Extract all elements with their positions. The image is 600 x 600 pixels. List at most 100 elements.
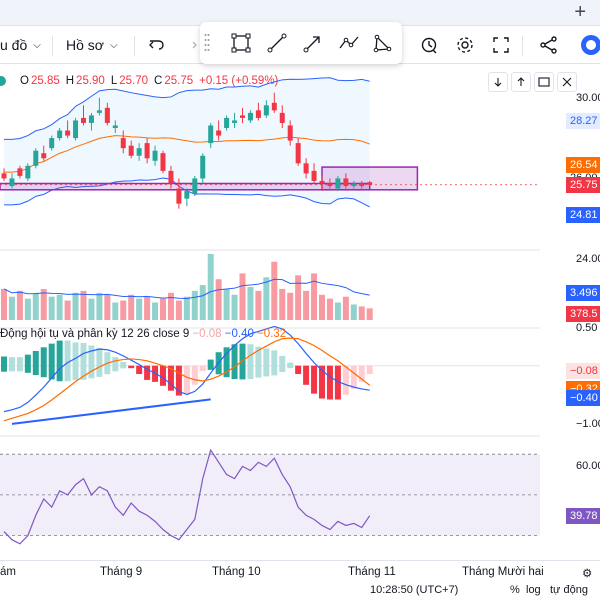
candle-body <box>120 138 126 149</box>
volume-bar <box>120 300 127 320</box>
arrow-down-icon[interactable] <box>488 72 508 92</box>
high-value: 25.90 <box>76 75 105 87</box>
volume-bar <box>1 288 7 320</box>
drag-handle-icon[interactable] <box>204 32 210 54</box>
alert-icon[interactable] <box>416 32 442 58</box>
chart-type-dropdown[interactable]: u đồ ⌵ <box>0 26 41 64</box>
macd-histogram-bar <box>56 340 63 382</box>
share-icon[interactable] <box>536 32 562 58</box>
undo-icon[interactable] <box>144 32 170 58</box>
legend-eye-icon[interactable] <box>0 76 6 86</box>
axis-label: 0.50 <box>576 322 598 334</box>
volume-bar <box>350 304 357 320</box>
time-label: Tháng 10 <box>212 566 261 578</box>
time-label: Tháng 9 <box>100 566 143 578</box>
candle-body <box>160 153 166 171</box>
time-label: ám <box>0 566 16 578</box>
macd-hist-value: −0.08 <box>192 328 222 340</box>
candle-body <box>112 125 118 128</box>
path-tool-icon[interactable] <box>336 30 362 56</box>
volume-bar <box>255 290 262 320</box>
chevron-down-icon: ⌵ <box>33 39 41 51</box>
volume-bar <box>311 273 318 320</box>
drawing-toolbar <box>200 22 402 64</box>
macd-signal-line <box>3 337 371 422</box>
candle-body <box>1 173 7 179</box>
fullscreen-icon[interactable] <box>488 32 514 58</box>
settings-gear-icon[interactable] <box>452 32 478 58</box>
log-toggle[interactable]: log <box>526 584 541 596</box>
volume-bar <box>64 300 71 320</box>
macd-histogram-bar <box>32 350 39 376</box>
price-axis-tag: 378.5 <box>566 306 600 322</box>
macd-histogram-bar <box>366 365 373 375</box>
volume-bar <box>366 308 373 320</box>
new-tab-button[interactable]: + <box>574 1 586 23</box>
price-axis-tag: 3.496 <box>566 285 600 302</box>
macd-histogram-bar <box>88 345 95 379</box>
time-axis[interactable]: ám Tháng 9 Tháng 10 Tháng 11 Tháng Mười … <box>0 560 600 582</box>
pattern-tool-icon[interactable] <box>370 30 396 56</box>
volume-bar <box>40 288 47 320</box>
volume-bar <box>191 290 198 320</box>
maximize-pane-icon[interactable] <box>534 72 554 92</box>
candle-body <box>81 117 86 123</box>
volume-bar <box>207 254 214 320</box>
volume-bar <box>32 292 39 320</box>
macd-histogram-bar <box>136 365 143 375</box>
macd-histogram-bar <box>175 365 182 396</box>
candle-body <box>351 183 357 186</box>
volume-bar <box>342 296 349 320</box>
volume-bar <box>136 298 143 320</box>
auto-toggle[interactable]: tự động <box>550 584 588 596</box>
publish-icon[interactable] <box>578 32 600 58</box>
macd-histogram-bar <box>247 344 254 380</box>
volume-bar <box>128 294 135 320</box>
macd-histogram-bar <box>16 357 23 372</box>
candle-body <box>247 112 253 121</box>
macd-histogram-bar <box>231 344 238 380</box>
candle-body <box>168 170 174 184</box>
divergence-trend-line <box>11 398 211 425</box>
toolbar-divider <box>134 36 135 56</box>
volume-bar <box>295 275 302 320</box>
volume-bar <box>72 292 79 320</box>
time-label: Tháng Mười hai <box>462 566 544 578</box>
candle-body <box>335 178 341 189</box>
macd-histogram-bar <box>303 365 310 385</box>
axis-settings-icon[interactable]: ⚙ <box>582 568 593 580</box>
volume-bar <box>152 302 159 320</box>
rectangle-tool-icon[interactable] <box>228 30 254 56</box>
macd-line <box>3 325 370 413</box>
bottom-status-bar: 10:28:50 (UTC+7) % log tự động <box>0 582 600 600</box>
percent-toggle[interactable]: % <box>510 584 520 596</box>
close-icon[interactable] <box>557 72 577 92</box>
profile-dropdown[interactable]: Hồ sơ ⌵ <box>66 26 118 64</box>
arrow-tool-icon[interactable] <box>300 30 326 56</box>
candle-body <box>255 110 261 118</box>
candle-body <box>144 143 150 159</box>
change-value: +0.15 (+0.59%) <box>199 75 279 87</box>
macd-histogram-bar <box>112 357 119 372</box>
volume-bar <box>287 292 294 320</box>
arrow-up-icon[interactable] <box>511 72 531 92</box>
trend-line-tool-icon[interactable] <box>264 30 290 56</box>
profile-label: Hồ sơ <box>66 37 104 53</box>
axis-label: 30.00 <box>576 92 600 104</box>
candle-body <box>192 178 198 194</box>
volume-bar <box>271 261 278 320</box>
chart-type-label: u đồ <box>0 37 28 53</box>
redo-icon[interactable] <box>176 32 202 58</box>
close-label: C <box>154 75 163 87</box>
candle-body <box>176 188 182 204</box>
macd-histogram-bar <box>287 362 294 369</box>
volume-bar <box>96 292 103 320</box>
candle-body <box>343 178 349 186</box>
price-axis[interactable]: 30.00 24.00 0.50 −1.00 60.00 28.27 26.54 2… <box>540 64 600 550</box>
macd-histogram-bar <box>96 347 103 377</box>
bollinger-upper-line <box>4 77 370 140</box>
candle-body <box>49 138 55 149</box>
close-value: 25.75 <box>164 75 194 87</box>
price-chart[interactable] <box>0 64 540 560</box>
macd-histogram-bar <box>24 354 31 373</box>
